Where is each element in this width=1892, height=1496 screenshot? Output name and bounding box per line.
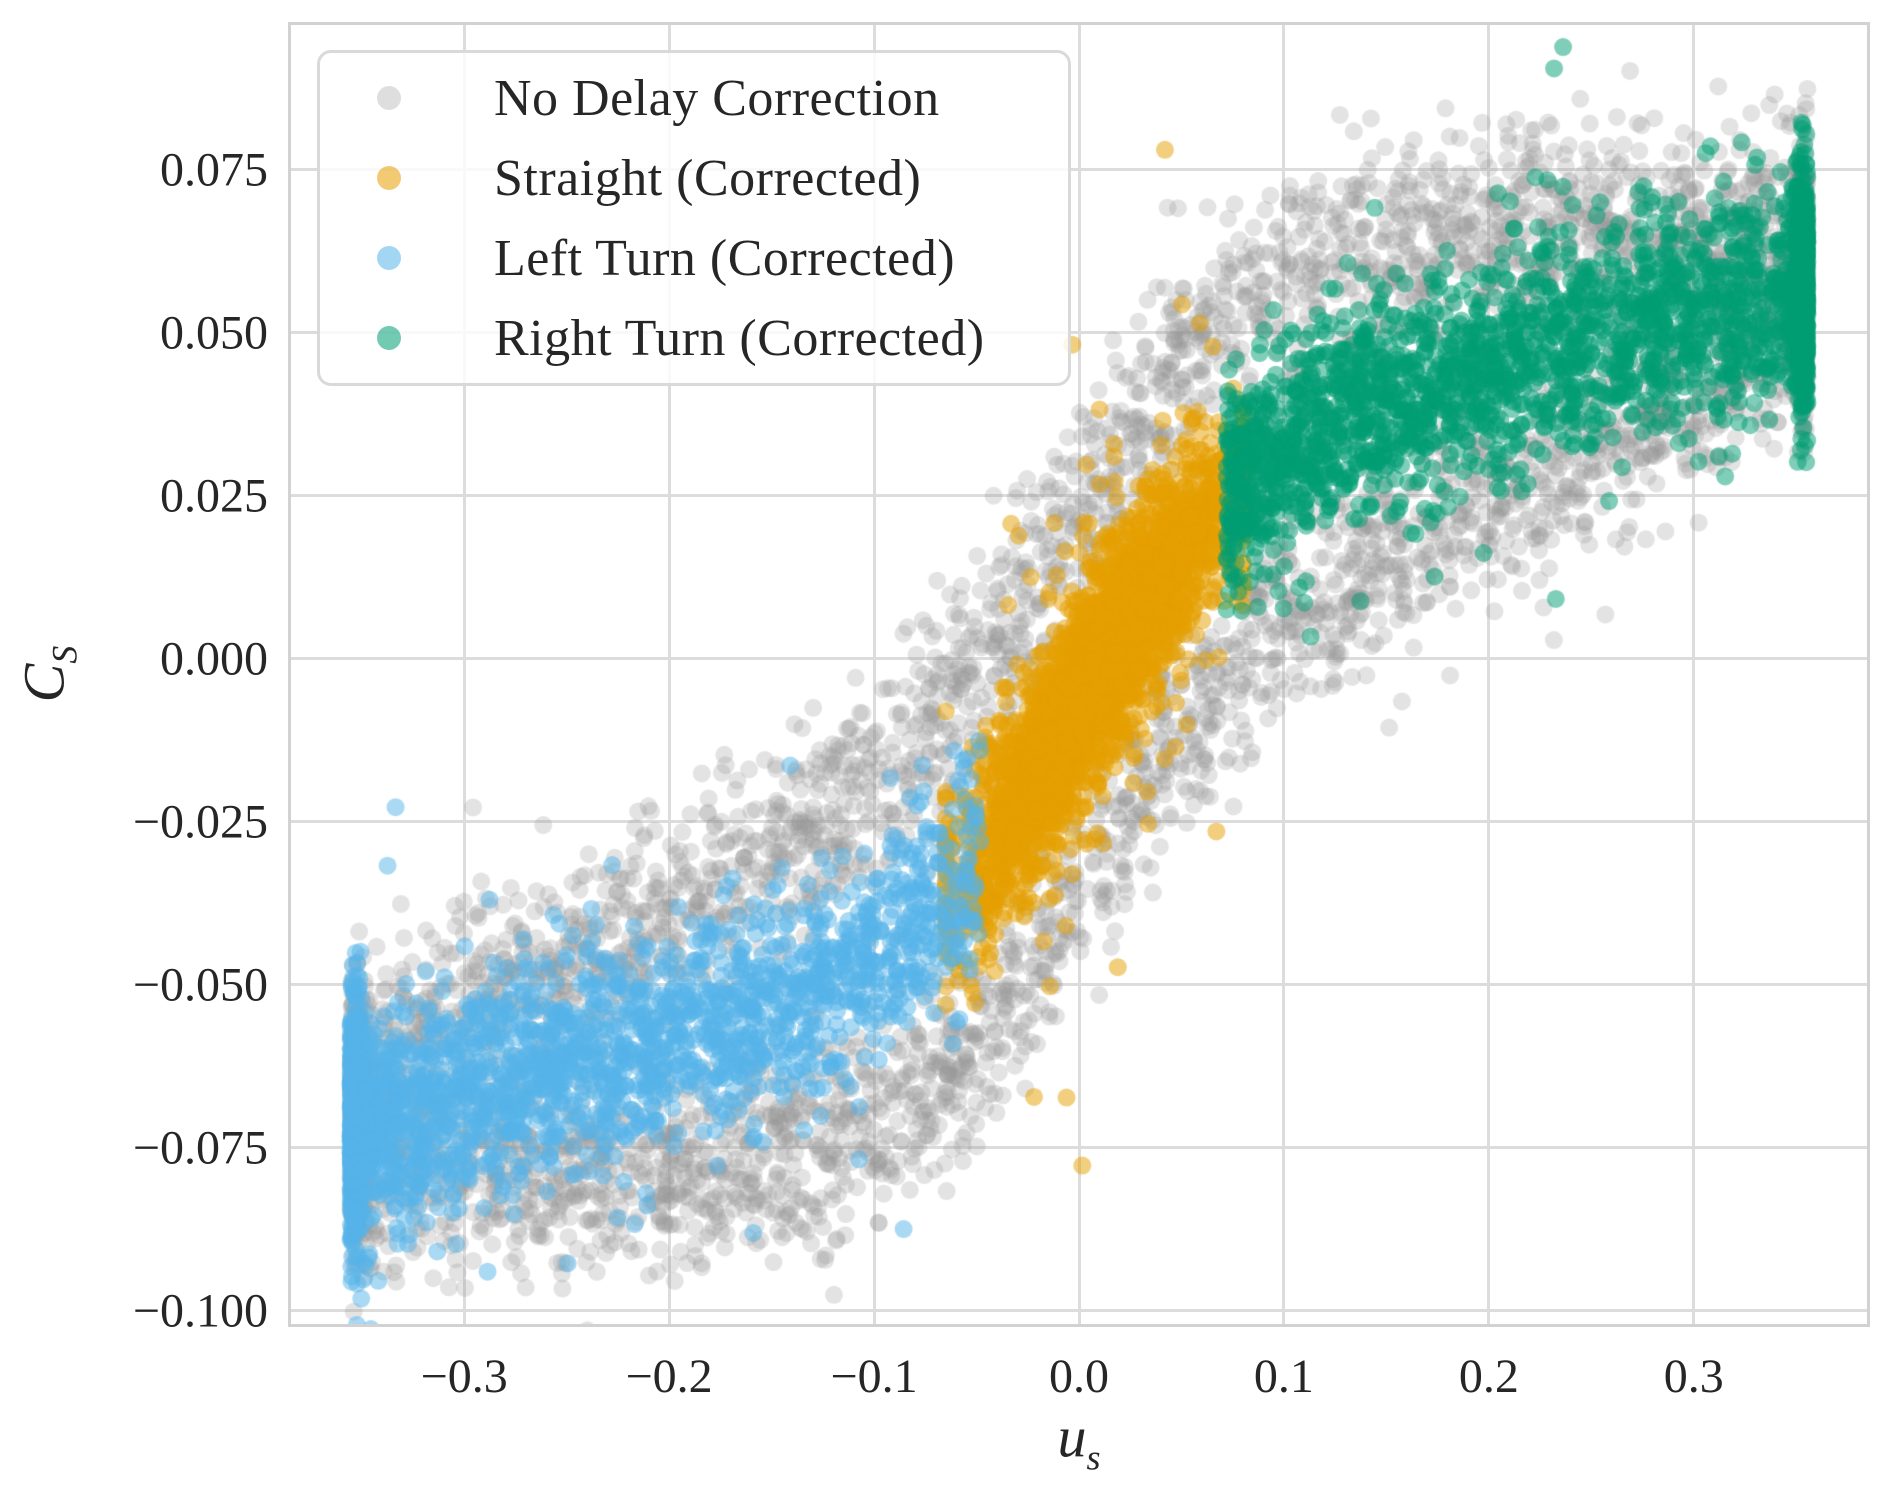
x-tick-label: 0.1 [1253, 1350, 1314, 1403]
legend-label-left-turn: Left Turn (Corrected) [494, 229, 956, 287]
legend-item-straight: Straight (Corrected) [377, 138, 1068, 218]
y-tick-label: 0.025 [160, 469, 268, 523]
x-axis-label: us [1057, 1404, 1101, 1478]
plot-area: No Delay Correction Straight (Corrected)… [288, 22, 1870, 1327]
legend-item-left-turn: Left Turn (Corrected) [377, 218, 1068, 298]
y-tick-label: 0.075 [160, 143, 268, 197]
x-tick-label: −0.1 [830, 1350, 918, 1403]
x-tick-label: −0.3 [420, 1350, 508, 1403]
x-tick-label: −0.2 [625, 1350, 713, 1403]
legend-marker-straight-icon [377, 166, 401, 190]
x-tick-label: 0.2 [1458, 1350, 1519, 1403]
y-axis-label: CS [11, 645, 85, 703]
legend-marker-no-delay-icon [377, 86, 401, 110]
y-tick-label: −0.100 [132, 1284, 268, 1338]
y-tick-label: 0.050 [160, 306, 268, 360]
legend-item-no-delay: No Delay Correction [377, 58, 1068, 138]
legend-marker-right-turn-icon [377, 326, 401, 350]
legend-marker-left-turn-icon [377, 246, 401, 270]
legend-label-no-delay: No Delay Correction [494, 69, 940, 127]
legend: No Delay Correction Straight (Corrected)… [317, 50, 1071, 386]
legend-label-right-turn: Right Turn (Corrected) [494, 309, 985, 367]
legend-label-straight: Straight (Corrected) [494, 149, 922, 207]
y-tick-label: 0.000 [160, 632, 268, 686]
y-tick-label: −0.025 [132, 795, 268, 849]
y-tick-label: −0.050 [132, 958, 268, 1012]
x-tick-label: 0.3 [1663, 1350, 1724, 1403]
x-tick-label: 0.0 [1049, 1350, 1109, 1403]
legend-item-right-turn: Right Turn (Corrected) [377, 298, 1068, 378]
y-tick-label: −0.075 [132, 1121, 268, 1175]
